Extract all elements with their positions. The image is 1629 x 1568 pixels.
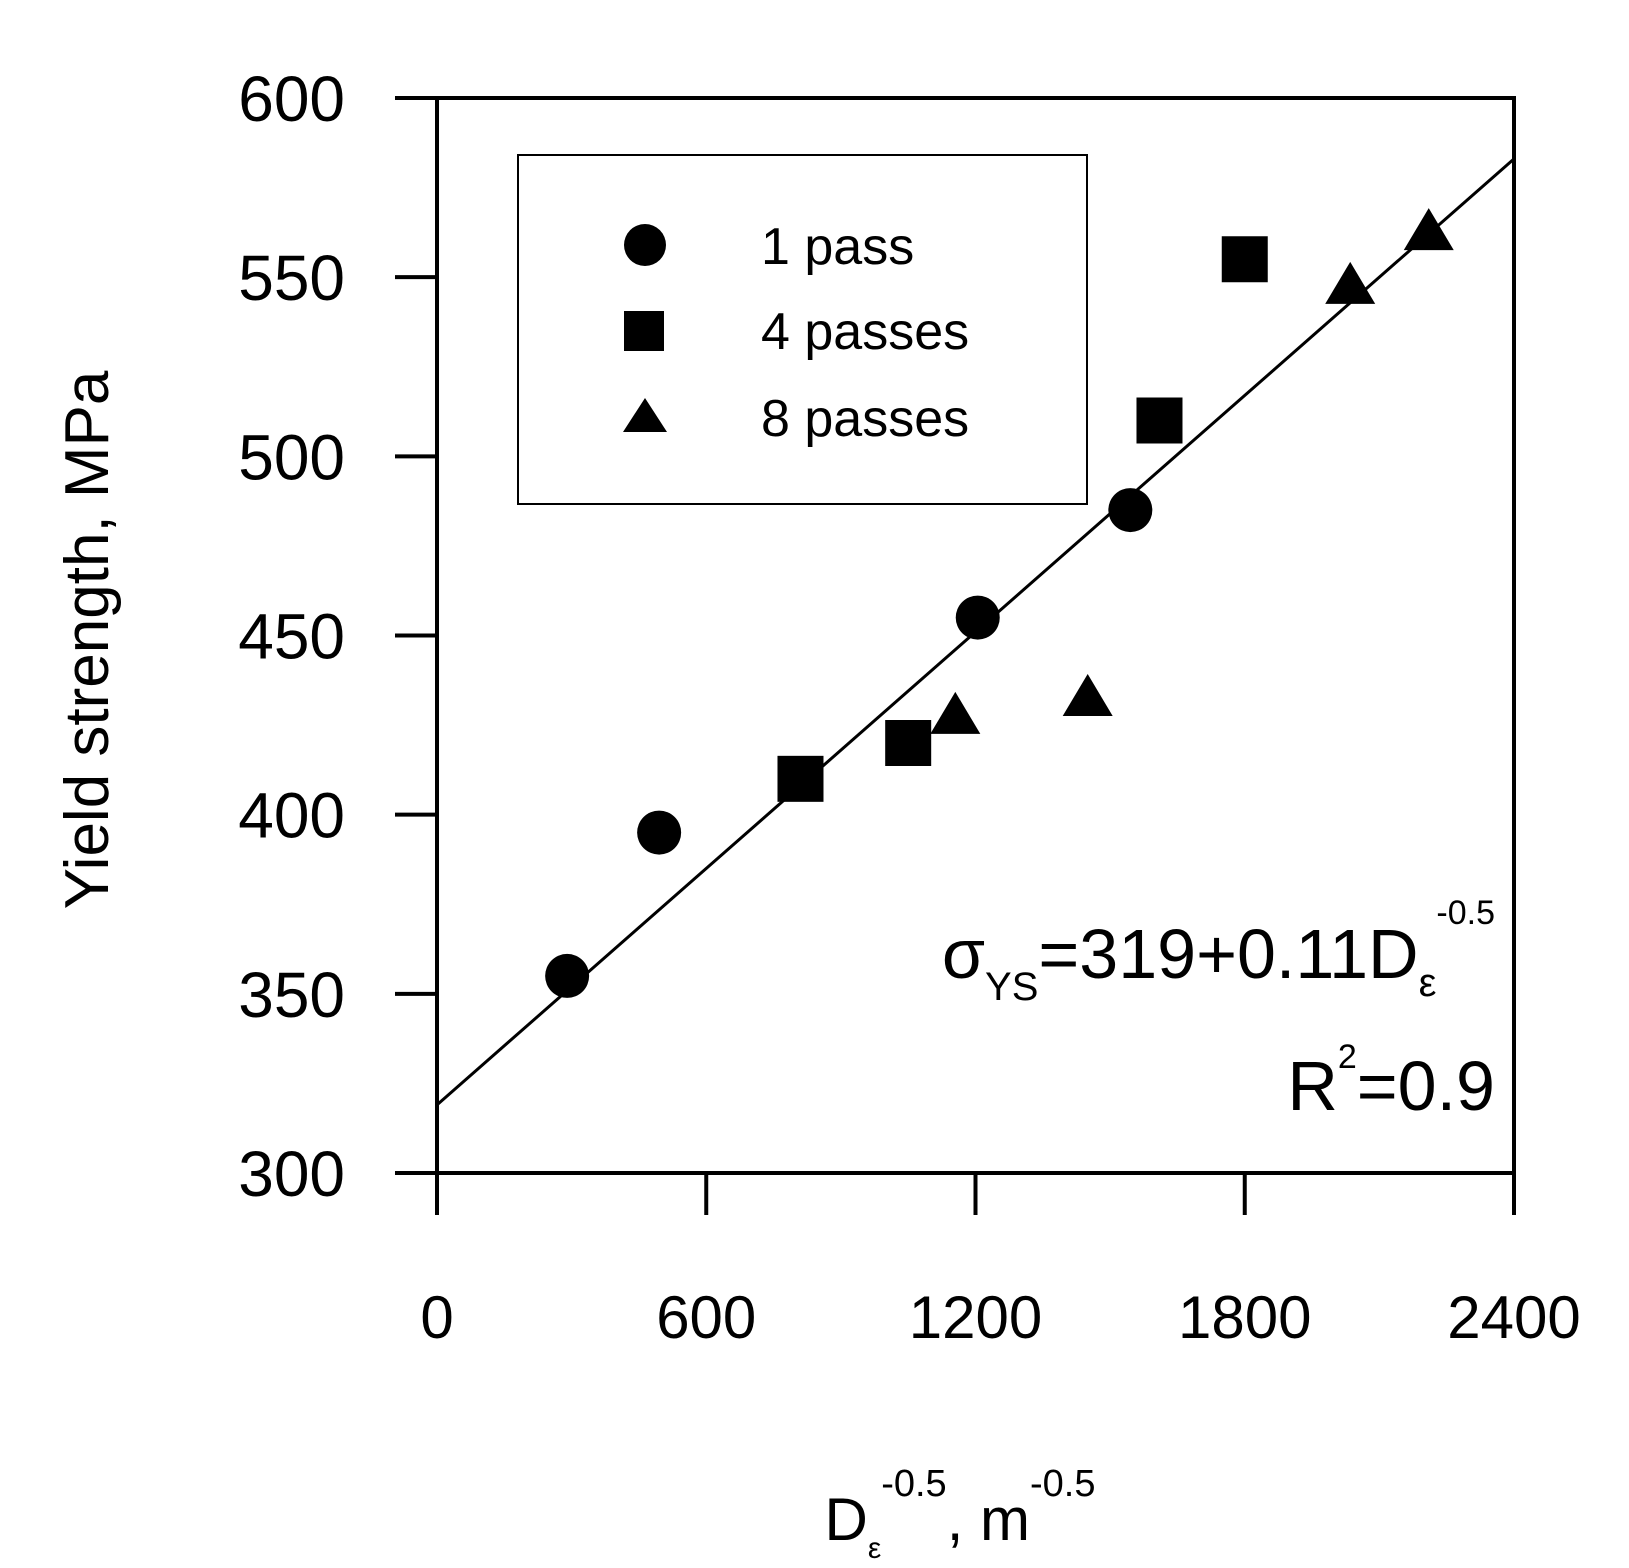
data-markers xyxy=(545,208,1454,998)
point-square-2-2 xyxy=(885,720,932,766)
point-triangle-3-2 xyxy=(1062,674,1113,716)
point-triangle-3-4 xyxy=(1403,208,1454,251)
point-triangle-3-3 xyxy=(1325,261,1376,304)
legend-label-8-passes: 8 passes xyxy=(761,390,969,448)
y-tick-label-600: 600 xyxy=(238,63,345,135)
y-tick-label-300: 300 xyxy=(238,1138,345,1210)
y-tick-label-550: 550 xyxy=(238,242,345,314)
x-axis-ticks: 0 600 1200 1800 2400 xyxy=(420,1173,1581,1351)
point-circle-1-2 xyxy=(637,810,682,855)
point-triangle-3-1 xyxy=(930,691,981,734)
y-axis-ticks: 300 350 400 450 500 550 600 xyxy=(238,63,437,1210)
legend-marker-triangle xyxy=(623,398,667,432)
point-square-2-3 xyxy=(1136,397,1183,444)
y-tick-label-350: 350 xyxy=(238,959,345,1031)
legend: 1 pass 4 passes 8 passes xyxy=(517,154,1088,505)
legend-label-1-pass: 1 pass xyxy=(761,218,914,276)
x-axis-label: Dε-0.5, m-0.5 xyxy=(824,1463,1095,1565)
point-square-2-4 xyxy=(1221,236,1268,283)
y-tick-label-500: 500 xyxy=(238,421,345,493)
fit-equation: σYS=319+0.11Dε-0.5 xyxy=(942,894,1495,1009)
legend-box xyxy=(517,154,1088,505)
legend-label-4-passes: 4 passes xyxy=(761,303,969,361)
x-tick-label-2400: 2400 xyxy=(1447,1284,1580,1351)
point-circle-1-3 xyxy=(955,595,1000,640)
x-tick-label-1200: 1200 xyxy=(909,1284,1042,1351)
point-square-2-1 xyxy=(777,755,824,802)
point-circle-1-4 xyxy=(1108,488,1153,533)
x-tick-label-1800: 1800 xyxy=(1178,1284,1311,1351)
point-circle-1-1 xyxy=(545,953,590,998)
y-tick-label-450: 450 xyxy=(238,601,345,673)
x-tick-label-600: 600 xyxy=(656,1284,756,1351)
x-tick-label-0: 0 xyxy=(420,1284,453,1351)
r-squared: R2=0.9 xyxy=(1287,1038,1495,1125)
y-axis-label: Yield strength, MPa xyxy=(53,370,122,909)
legend-marker-circle xyxy=(624,224,666,266)
legend-marker-square xyxy=(624,311,664,351)
y-tick-label-400: 400 xyxy=(238,780,345,852)
